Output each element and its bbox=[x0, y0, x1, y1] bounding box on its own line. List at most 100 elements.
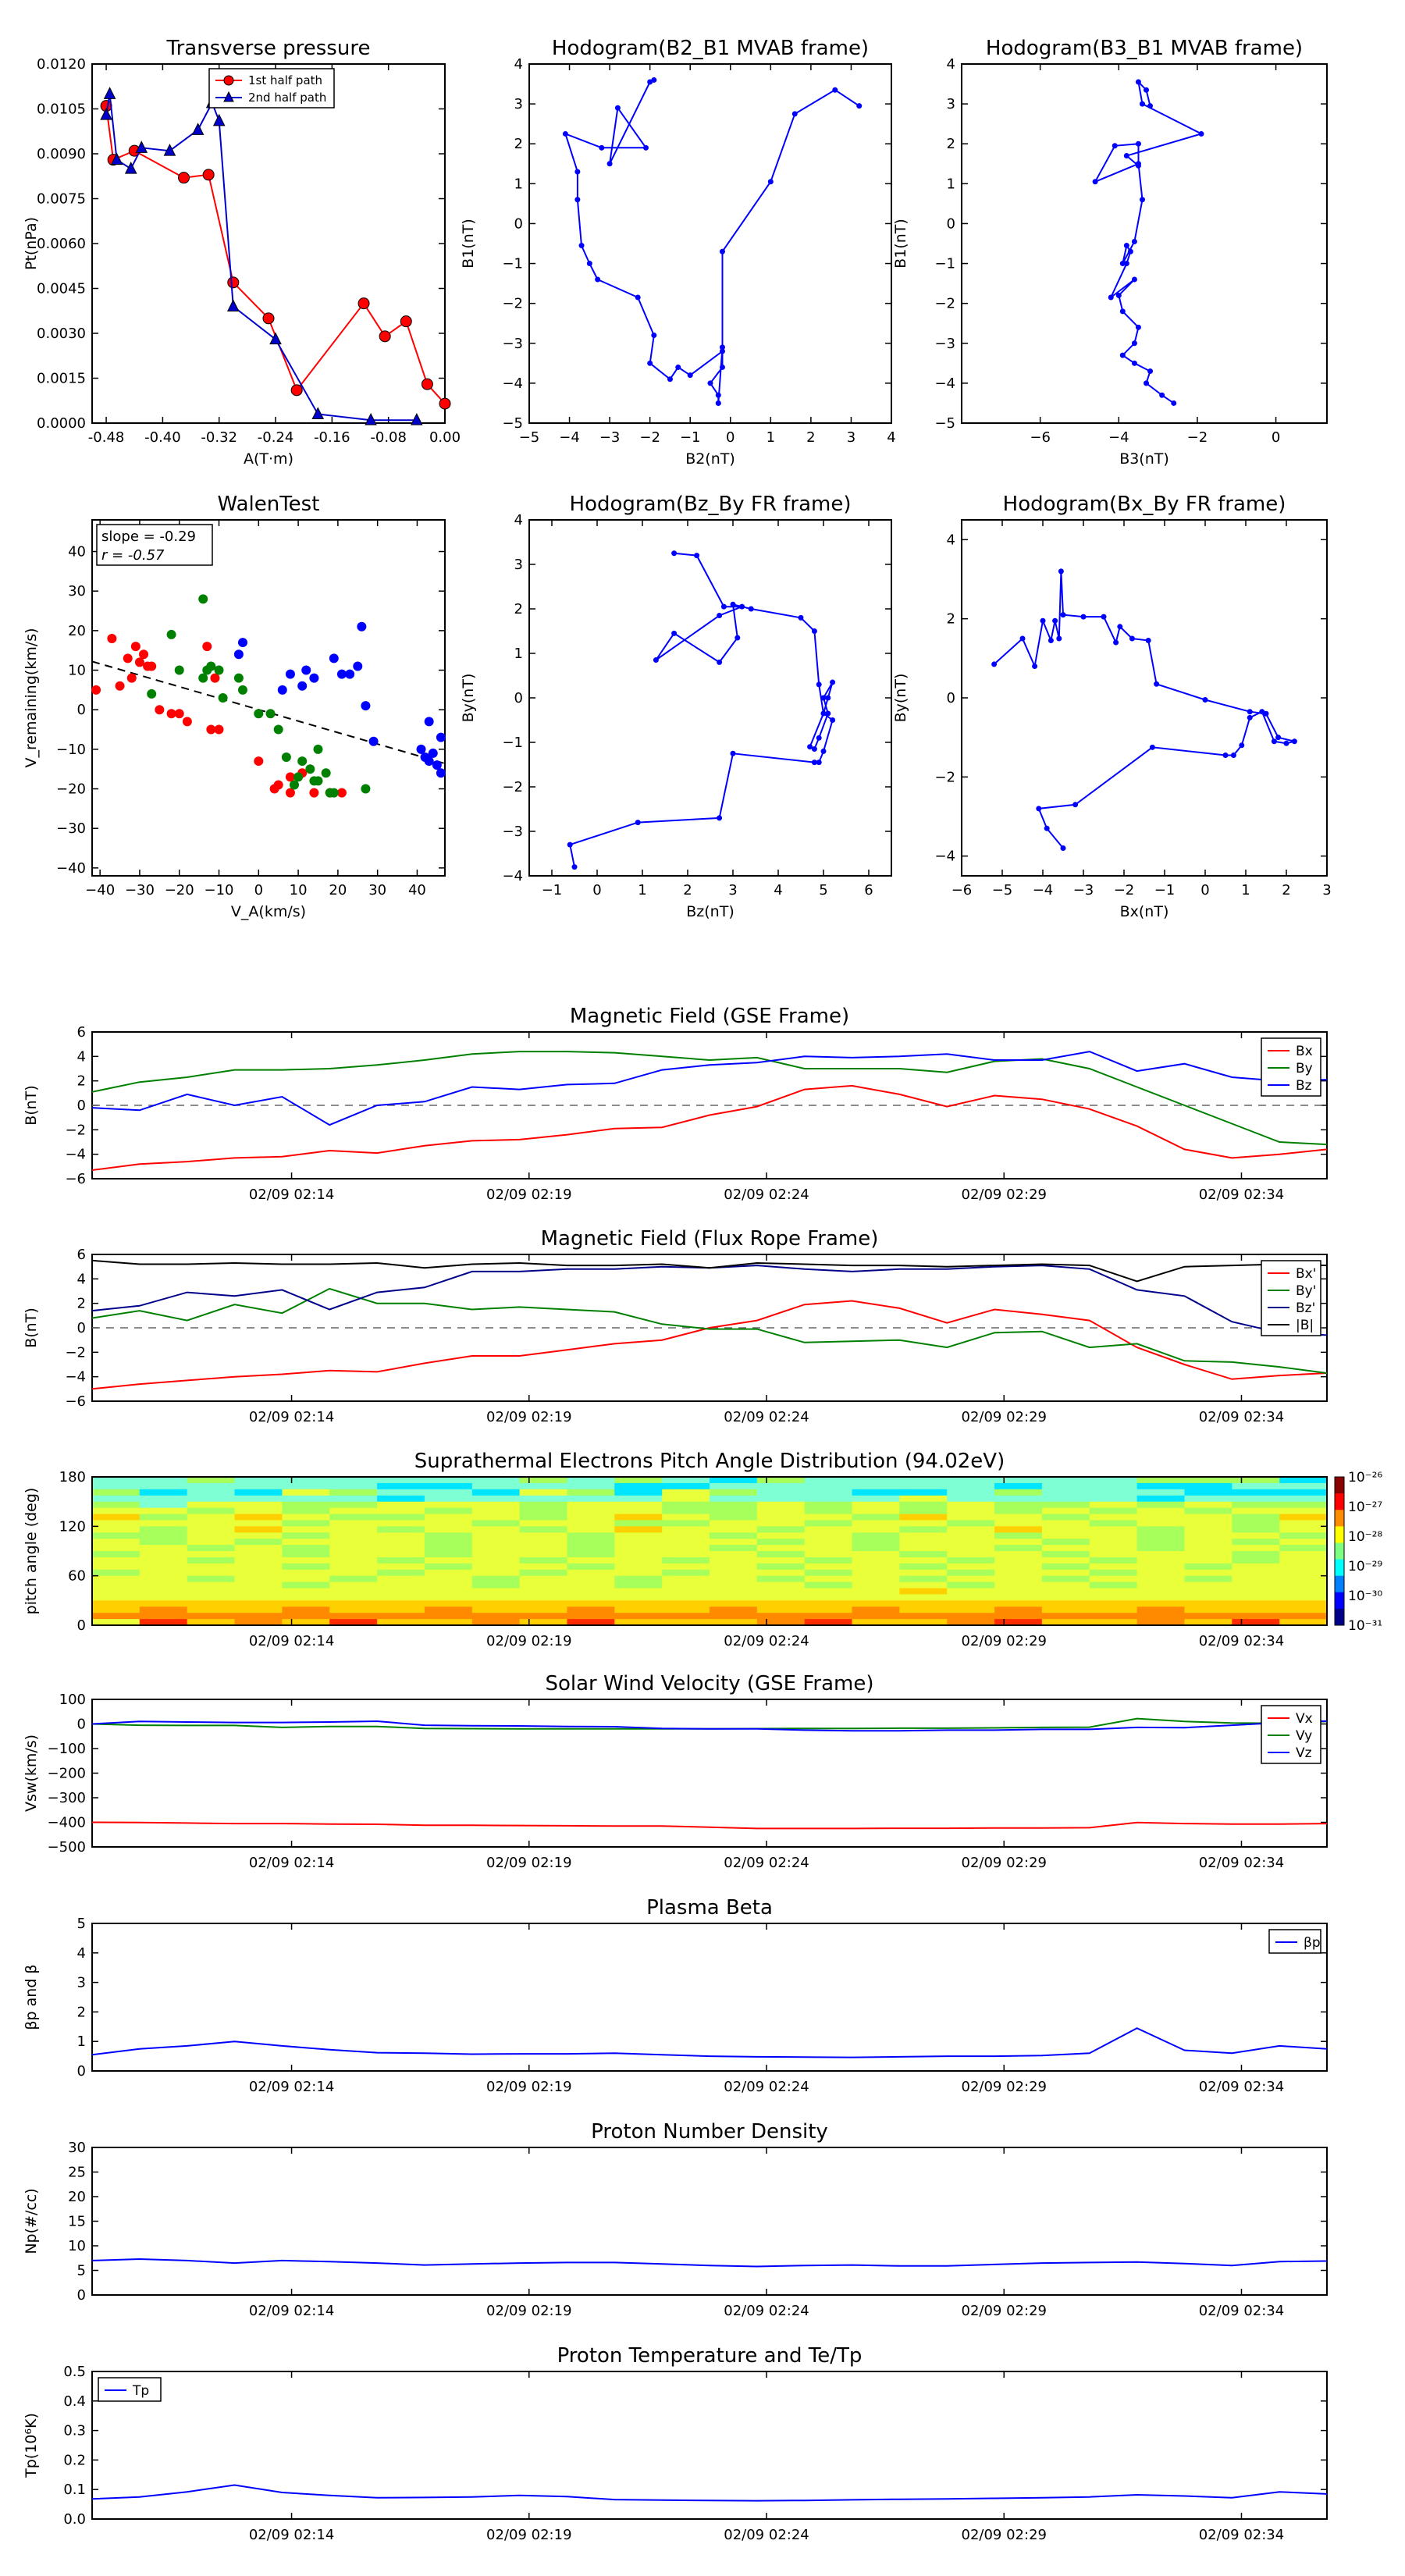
data-point bbox=[720, 365, 725, 370]
heatmap-cell bbox=[377, 1600, 425, 1607]
data-point bbox=[735, 635, 740, 641]
y-tick-label: 0 bbox=[77, 702, 86, 718]
plot-frame bbox=[529, 520, 891, 876]
plot-frame bbox=[962, 64, 1327, 423]
heatmap-cell bbox=[472, 1508, 520, 1515]
heatmap-cell bbox=[614, 1483, 662, 1490]
heatmap-cell bbox=[805, 1520, 852, 1527]
heatmap-cell bbox=[329, 1520, 377, 1527]
heatmap-cell bbox=[377, 1508, 425, 1515]
heatmap-cell bbox=[947, 1606, 994, 1614]
heatmap-cell bbox=[282, 1502, 329, 1509]
heatmap-cell bbox=[662, 1526, 710, 1533]
heatmap-cell bbox=[757, 1496, 805, 1503]
heatmap-cell bbox=[994, 1508, 1042, 1515]
heatmap-cell bbox=[1232, 1514, 1279, 1521]
data-point bbox=[749, 607, 754, 612]
x-axis-label: Bz(nT) bbox=[686, 903, 734, 920]
heatmap-cell bbox=[425, 1508, 472, 1515]
heatmap-cell bbox=[472, 1582, 520, 1589]
y-tick-label: −3 bbox=[502, 336, 523, 352]
x-tick-label: 6 bbox=[864, 882, 873, 898]
heatmap-cell bbox=[994, 1613, 1042, 1620]
data-point bbox=[329, 788, 339, 798]
y-tick-label: 2 bbox=[947, 611, 955, 628]
heatmap-cell bbox=[235, 1502, 283, 1509]
x-tick-label: 3 bbox=[847, 429, 855, 446]
data-point bbox=[716, 393, 721, 398]
heatmap-cell bbox=[1137, 1489, 1185, 1496]
heatmap-cell bbox=[757, 1508, 805, 1515]
heatmap-cell bbox=[1279, 1594, 1327, 1600]
y-tick-label: 40 bbox=[68, 544, 86, 560]
data-point bbox=[309, 674, 318, 683]
data-point bbox=[799, 615, 804, 621]
heatmap-cell bbox=[994, 1594, 1042, 1600]
heatmap-cell bbox=[377, 1514, 425, 1521]
legend-label: |B| bbox=[1296, 1318, 1314, 1333]
series-line bbox=[106, 106, 445, 404]
legend-label: 1st half path bbox=[248, 73, 322, 87]
y-tick-label: −40 bbox=[56, 860, 86, 877]
heatmap-cell bbox=[282, 1477, 329, 1484]
data-point bbox=[731, 751, 736, 756]
x-tick-label: 40 bbox=[408, 882, 426, 898]
heatmap-cell bbox=[1137, 1514, 1185, 1521]
y-tick-label: −4 bbox=[65, 1147, 86, 1163]
heatmap-cell bbox=[947, 1613, 994, 1620]
heatmap-cell bbox=[1232, 1539, 1279, 1546]
heatmap-cell bbox=[805, 1613, 852, 1620]
heatmap-cell bbox=[329, 1600, 377, 1607]
heatmap-cell bbox=[235, 1526, 283, 1533]
heatmap-cell bbox=[947, 1520, 994, 1527]
plot-frame bbox=[962, 520, 1327, 876]
data-point bbox=[1113, 640, 1119, 646]
x-tick-label: 4 bbox=[887, 429, 895, 446]
y-tick-label: −2 bbox=[65, 1344, 86, 1361]
heatmap-cell bbox=[1279, 1526, 1327, 1533]
heatmap-cell bbox=[377, 1539, 425, 1546]
y-tick-label: 0 bbox=[514, 690, 523, 706]
heatmap-cell bbox=[1137, 1589, 1185, 1596]
heatmap-cell bbox=[140, 1545, 187, 1552]
heatmap-cell bbox=[614, 1539, 662, 1546]
data-point bbox=[254, 756, 263, 766]
heatmap-cell bbox=[1232, 1489, 1279, 1496]
heatmap-cell bbox=[140, 1582, 187, 1589]
heatmap-cell bbox=[899, 1508, 947, 1515]
heatmap-cell bbox=[947, 1483, 994, 1490]
heatmap-cell bbox=[1279, 1532, 1327, 1539]
colorbar-segment bbox=[1335, 1542, 1344, 1560]
y-axis-label: B1(nT) bbox=[460, 219, 477, 269]
colorbar-label: 10⁻³¹ bbox=[1348, 1618, 1382, 1634]
heatmap-cell bbox=[329, 1545, 377, 1552]
data-point bbox=[425, 717, 434, 726]
series-line bbox=[565, 80, 722, 403]
x-tick-label: 1 bbox=[638, 882, 646, 898]
y-axis-label: B(nT) bbox=[23, 1308, 40, 1348]
heatmap-cell bbox=[805, 1483, 852, 1490]
heatmap-cell bbox=[187, 1557, 235, 1564]
y-tick-label: 5 bbox=[77, 2263, 86, 2279]
legend-label: 2nd half path bbox=[248, 91, 326, 105]
data-point bbox=[270, 333, 281, 344]
y-axis-label: Pt(nPa) bbox=[23, 217, 40, 270]
heatmap-cell bbox=[187, 1520, 235, 1527]
heatmap-cell bbox=[235, 1570, 283, 1577]
heatmap-cell bbox=[520, 1582, 567, 1589]
data-point bbox=[1040, 618, 1046, 624]
heatmap-cell bbox=[187, 1514, 235, 1521]
heatmap-cell bbox=[140, 1496, 187, 1503]
heatmap-cell bbox=[1042, 1606, 1090, 1614]
data-point bbox=[1048, 638, 1054, 643]
heatmap-cell bbox=[520, 1600, 567, 1607]
data-point bbox=[671, 550, 677, 556]
mag-fr-chart: Magnetic Field (Flux Rope Frame)−6−4−202… bbox=[23, 1227, 1327, 1425]
heatmap-cell bbox=[805, 1557, 852, 1564]
heatmap-cell bbox=[662, 1594, 710, 1600]
data-point bbox=[1136, 141, 1141, 147]
data-point bbox=[238, 638, 247, 647]
heatmap-cell bbox=[140, 1520, 187, 1527]
heatmap-cell bbox=[377, 1589, 425, 1596]
heatmap-cell bbox=[520, 1520, 567, 1527]
